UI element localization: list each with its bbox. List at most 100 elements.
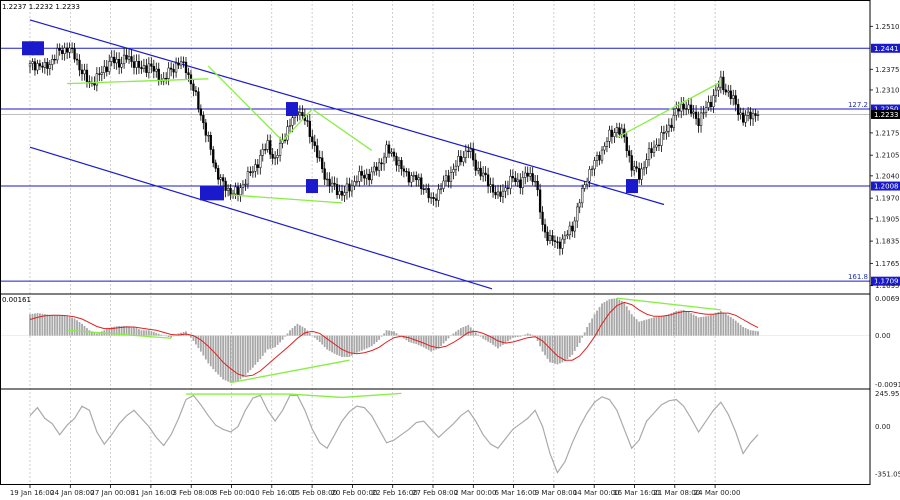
candle-body xyxy=(551,235,554,241)
candle-body xyxy=(600,149,604,161)
macd-histogram-bar xyxy=(274,335,277,348)
candle-body xyxy=(313,141,316,146)
x-tick-label: 24 Mar 00:00 xyxy=(694,489,741,497)
candle-body xyxy=(127,56,131,60)
macd-histogram-bar xyxy=(199,335,202,352)
macd-histogram-bar xyxy=(692,314,695,336)
macd-histogram-bar xyxy=(554,335,556,364)
macd-histogram-bar xyxy=(675,310,678,336)
candle-body xyxy=(172,69,175,73)
candle-body xyxy=(744,115,747,123)
macd-histogram-bar xyxy=(29,314,31,336)
candle-body xyxy=(625,136,628,152)
price-pane[interactable]: 1.2441 1.2250 127.2 1.2008 1.1709 161.8 1.2233 xyxy=(0,19,900,290)
candle-body xyxy=(174,62,178,73)
candle-body xyxy=(472,148,475,161)
candle-body xyxy=(125,54,128,60)
x-tick-label: 6 Mar 16:00 xyxy=(494,489,536,497)
macd-histogram-bar xyxy=(640,320,643,336)
macd-histogram-bar xyxy=(138,329,140,336)
macd-histogram-bar xyxy=(588,322,591,336)
candle-body xyxy=(746,111,750,116)
candle-body xyxy=(469,148,472,152)
macd-histogram-bar xyxy=(442,335,445,344)
candle-body xyxy=(585,180,589,185)
macd-histogram-bar xyxy=(566,335,569,360)
candle-body xyxy=(229,187,232,196)
macd-histogram-bar xyxy=(239,335,242,380)
candle-body xyxy=(581,188,584,204)
macd-histogram-bar xyxy=(521,335,524,337)
macd-histogram-bar xyxy=(66,316,69,336)
macd-histogram-bar xyxy=(526,333,529,336)
candle-body xyxy=(407,171,411,183)
candle-body xyxy=(83,69,86,75)
macd-histogram-bar xyxy=(289,330,291,336)
macd-histogram-bar xyxy=(388,330,390,336)
macd-histogram-bar xyxy=(363,335,366,350)
candle-body xyxy=(236,186,240,196)
candle-body xyxy=(325,178,329,181)
candle-body xyxy=(642,167,646,170)
macd-histogram-bar xyxy=(261,335,264,356)
macd-histogram-bar xyxy=(650,318,653,336)
macd-histogram-bar xyxy=(757,331,759,336)
macd-histogram-bar xyxy=(360,335,363,351)
macd-histogram-bar xyxy=(719,310,722,336)
candle-body xyxy=(467,150,470,153)
candle-body xyxy=(635,166,638,169)
candle-body xyxy=(199,108,203,116)
macd-histogram-bar xyxy=(427,335,430,351)
macd-pane[interactable] xyxy=(0,297,870,384)
macd-histogram-bar xyxy=(611,298,613,336)
macd-histogram-bar xyxy=(474,332,477,336)
candle-body xyxy=(85,69,89,82)
macd-histogram-bar xyxy=(83,325,86,336)
macd-histogram-bar xyxy=(437,335,440,349)
candle-body xyxy=(65,47,69,53)
cci-line xyxy=(29,394,759,474)
swing-marker xyxy=(286,102,298,117)
macd-histogram-bar xyxy=(247,335,249,373)
candle-body xyxy=(536,180,539,191)
macd-histogram-bar xyxy=(459,328,462,336)
candle-body xyxy=(709,101,713,108)
macd-histogram-bar xyxy=(405,335,408,341)
candle-body xyxy=(425,188,428,190)
candle-body xyxy=(724,89,727,93)
macd-histogram-bar xyxy=(504,335,507,344)
price-y-tick-label: 1.2105 xyxy=(875,152,900,160)
macd-histogram-bar xyxy=(724,313,727,336)
macd-histogram-bar xyxy=(133,327,135,336)
candle-body xyxy=(169,67,173,70)
macd-histogram-bar xyxy=(71,317,73,336)
macd-histogram-bar xyxy=(635,319,638,336)
price-y-tick-label: 1.1905 xyxy=(875,215,900,223)
macd-histogram-bar xyxy=(672,312,675,336)
candle-body xyxy=(311,136,314,143)
macd-histogram-bar xyxy=(715,313,717,336)
macd-histogram-bar xyxy=(507,335,509,342)
price-y-tick-label: 1.1835 xyxy=(875,238,900,246)
macd-histogram-bar xyxy=(511,335,514,338)
x-tick-label: 21 Mar 08:00 xyxy=(653,489,700,497)
candle-body xyxy=(51,59,54,65)
cci-pane[interactable] xyxy=(29,392,759,474)
candle-body xyxy=(98,73,101,75)
macd-histogram-bar xyxy=(519,335,522,337)
candle-body xyxy=(650,148,653,153)
candle-body xyxy=(457,156,460,167)
swing-marker xyxy=(200,186,212,201)
candle-body xyxy=(620,128,623,135)
candle-body xyxy=(429,197,433,199)
candle-body xyxy=(221,177,225,182)
candle-body xyxy=(452,169,455,173)
candle-body xyxy=(363,175,366,179)
divergence-line-price xyxy=(616,81,722,139)
macd-histogram-bar xyxy=(578,335,581,344)
cci-y-tick-label: 0.00 xyxy=(875,423,891,431)
candle-body xyxy=(224,180,227,191)
candle-body xyxy=(509,176,512,189)
price-y-tick-label: 1.2175 xyxy=(875,129,900,137)
